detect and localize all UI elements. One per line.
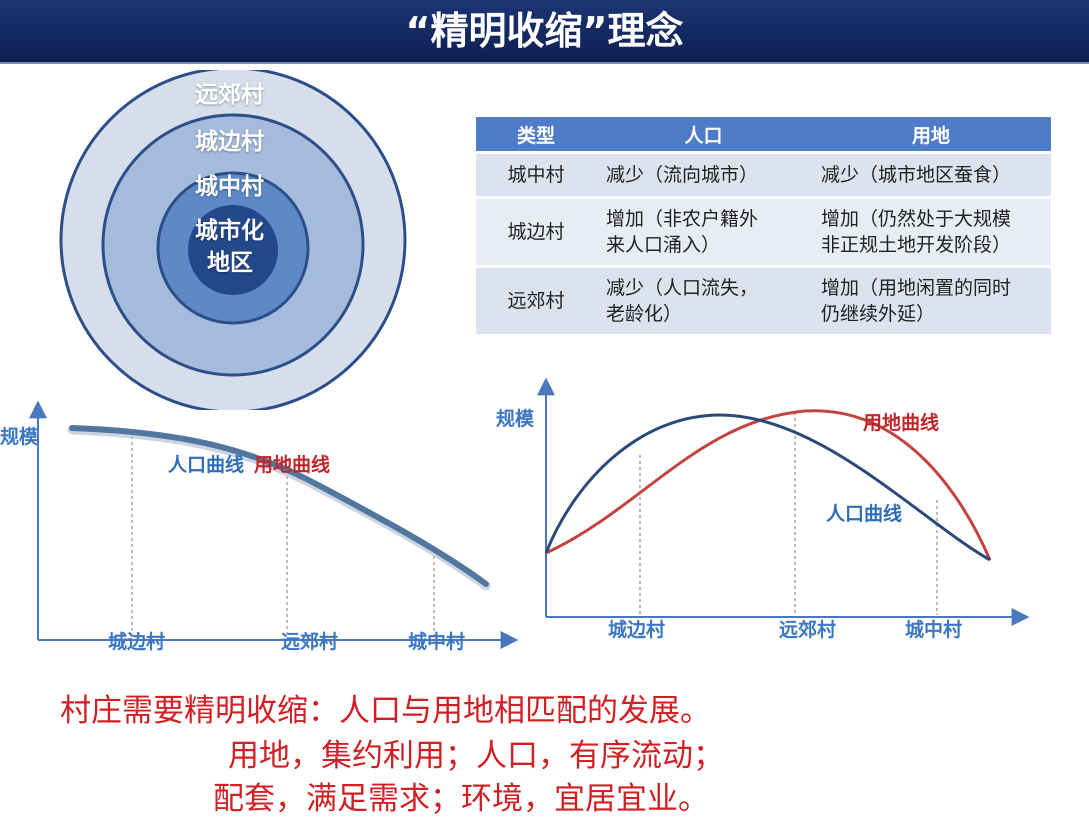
cell-population: 增加（非农户籍外 来人口涌入）	[596, 199, 811, 265]
left-x-label: 远郊村	[281, 630, 338, 653]
page-title: “精明收缩”理念	[405, 9, 684, 53]
left-y-label: 规模	[0, 425, 39, 448]
bottom-text-line-2: 用地，集约利用；人口，有序流动；	[228, 738, 724, 774]
header-population: 人口	[596, 117, 811, 151]
cell-line: 减少（城市地区蚕食）	[821, 164, 1012, 186]
table-header-row: 类型 人口 用地	[476, 117, 1051, 151]
table-row: 城中村 减少（流向城市） 减少（城市地区蚕食）	[476, 154, 1051, 196]
cell-population: 减少（流向城市）	[596, 154, 811, 196]
right-y-label: 规模	[496, 407, 535, 430]
right-x-label: 远郊村	[779, 618, 836, 641]
cell-line: 来人口涌入）	[606, 234, 721, 256]
cell-line: 老龄化）	[606, 303, 683, 325]
right-x-label: 城中村	[905, 618, 962, 641]
cell-land: 增加（仍然处于大规模 非正规土地开发阶段）	[811, 199, 1051, 265]
cell-type: 城中村	[476, 154, 596, 196]
cell-line: 减少（流向城市）	[606, 164, 759, 186]
header-land: 用地	[811, 117, 1051, 151]
cell-type: 城边村	[476, 199, 596, 265]
left-x-label: 城边村	[108, 630, 165, 653]
table-row: 城边村 增加（非农户籍外 来人口涌入） 增加（仍然处于大规模 非正规土地开发阶段）	[476, 199, 1051, 265]
left-curve-chart: 规模 人口曲线 用地曲线 城边村 远郊村 城中村	[0, 400, 519, 653]
curves-diagram: 规模 人口曲线 用地曲线 城边村 远郊村 城中村 规模 用地曲线 人口曲线 城边…	[0, 377, 1030, 653]
ring-label-third: 城中村	[195, 174, 264, 200]
cell-land: 减少（城市地区蚕食）	[811, 154, 1051, 196]
concentric-rings-diagram	[59, 70, 407, 410]
left-combined-curve	[69, 425, 489, 587]
cell-line: 减少（人口流失，	[606, 277, 759, 299]
left-land-curve-label: 用地曲线	[254, 453, 330, 476]
ring-label-core-1: 城市化	[195, 218, 264, 244]
table-row: 远郊村 减少（人口流失， 老龄化） 增加（用地闲置的同时 仍继续外延）	[476, 268, 1051, 334]
cell-line: 非正规土地开发阶段）	[821, 234, 1012, 256]
bottom-text-line-3: 配套，满足需求；环境，宜居宜业。	[213, 781, 709, 817]
cell-population: 减少（人口流失， 老龄化）	[596, 268, 811, 334]
ring-label-second: 城边村	[195, 129, 264, 155]
cell-line: 增加（非农户籍外	[606, 208, 759, 230]
cell-land: 增加（用地闲置的同时 仍继续外延）	[811, 268, 1051, 334]
ring-label-core-2: 地区	[207, 250, 253, 276]
ring-label-outer: 远郊村	[195, 82, 264, 108]
comparison-table: 类型 人口 用地 城中村 减少（流向城市） 减少（城市地区蚕食） 城边村 增加（…	[476, 114, 1051, 337]
right-pop-curve	[544, 413, 991, 562]
right-pop-curve-label: 人口曲线	[826, 502, 902, 525]
right-x-label: 城边村	[608, 618, 665, 641]
right-land-curve-label: 用地曲线	[863, 411, 939, 434]
cell-line: 增加（用地闲置的同时	[821, 277, 1012, 299]
header-type: 类型	[476, 117, 596, 151]
bottom-text-line-1: 村庄需要精明收缩：人口与用地相匹配的发展。	[60, 693, 711, 729]
cell-type: 远郊村	[476, 268, 596, 334]
right-curve-chart: 规模 用地曲线 人口曲线 城边村 远郊村 城中村	[496, 377, 1030, 641]
left-x-label: 城中村	[408, 630, 465, 653]
right-land-curve	[545, 409, 992, 561]
cell-line: 仍继续外延）	[821, 303, 936, 325]
cell-line: 增加（仍然处于大规模	[821, 208, 1012, 230]
title-bar	[0, 0, 1089, 64]
ring-core	[188, 205, 278, 295]
left-pop-curve-label: 人口曲线	[168, 453, 244, 476]
